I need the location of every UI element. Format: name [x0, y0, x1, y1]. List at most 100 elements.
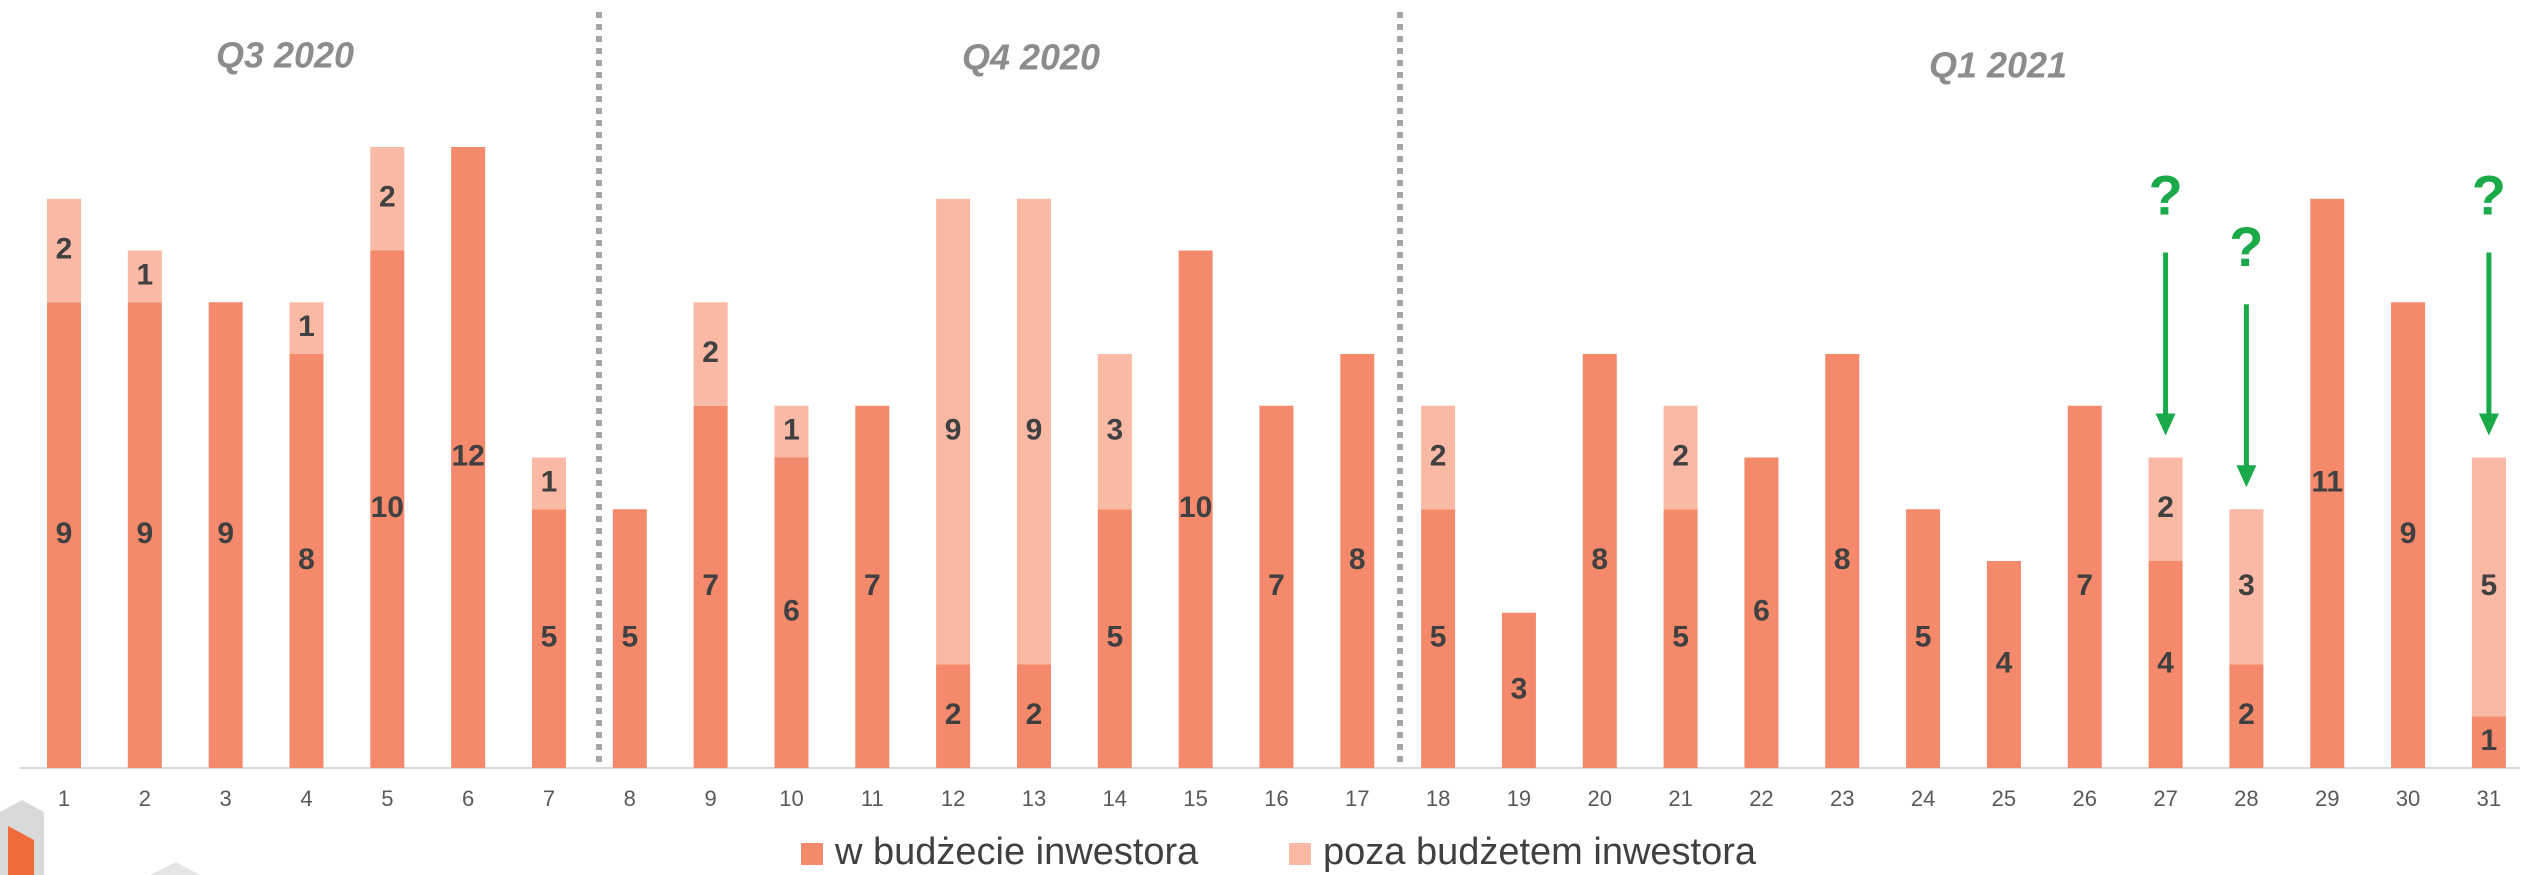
- quarter-label: Q1 2021: [1929, 45, 2067, 86]
- bar-segment: [693, 302, 728, 406]
- bar-segment: [370, 250, 405, 768]
- x-tick-label: 13: [1022, 786, 1046, 811]
- value-label: 2: [2238, 698, 2255, 731]
- bar-segment: [2391, 302, 2426, 768]
- bar-segment: [774, 405, 809, 458]
- value-label: 9: [217, 517, 234, 550]
- bar-segment: [2229, 509, 2264, 665]
- bar-segment: [451, 147, 486, 768]
- value-label: 7: [864, 569, 881, 602]
- value-label: 8: [1349, 543, 1366, 576]
- value-label: 2: [1430, 439, 1447, 472]
- x-tick-label: 20: [1588, 786, 1612, 811]
- x-tick-label: 29: [2315, 786, 2339, 811]
- value-label: 8: [298, 543, 315, 576]
- x-tick-label: 21: [1668, 786, 1692, 811]
- bar-segment: [2148, 561, 2183, 768]
- bar-segment: [1259, 405, 1294, 768]
- value-label: 9: [945, 414, 962, 447]
- x-tick-label: 18: [1426, 786, 1450, 811]
- bar-segment: [936, 198, 971, 665]
- bar-segment: [1663, 509, 1698, 768]
- bar-segment: [1582, 354, 1617, 768]
- x-tick-label: 2: [139, 786, 151, 811]
- bar-segment: [1421, 405, 1456, 510]
- x-tick-label: 6: [462, 786, 474, 811]
- bar-segment: [1825, 354, 1860, 768]
- annotation-arrowhead: [2155, 413, 2176, 436]
- value-label: 3: [1106, 414, 1123, 447]
- annotation-arrowhead: [2478, 413, 2499, 436]
- value-label: 6: [783, 595, 800, 628]
- bar-segment: [47, 198, 81, 303]
- x-tick-label: 14: [1103, 786, 1127, 811]
- bar-segment: [1097, 354, 1132, 510]
- value-label: 1: [783, 414, 800, 447]
- bar-segment: [1340, 354, 1375, 768]
- bar-segment: [370, 147, 405, 251]
- bar-segment: [1097, 509, 1132, 768]
- bar-segment: [1501, 612, 1536, 768]
- value-label: 2: [2157, 491, 2174, 524]
- value-label: 10: [371, 491, 404, 524]
- value-label: 7: [1268, 569, 1285, 602]
- x-tick-label: 19: [1507, 786, 1531, 811]
- bar-segment: [693, 405, 728, 768]
- value-label: 10: [1179, 491, 1212, 524]
- bar-segment: [612, 509, 647, 768]
- bar-segment: [2310, 198, 2345, 768]
- legend-swatch: [1289, 843, 1311, 865]
- bar-segment: [855, 405, 890, 768]
- x-tick-label: 17: [1345, 786, 1369, 811]
- value-label: 6: [1753, 595, 1770, 628]
- x-tick-label: 7: [543, 786, 555, 811]
- x-tick-label: 4: [300, 786, 312, 811]
- legend-label: w budżecie inwestora: [834, 831, 1199, 873]
- value-label: 1: [541, 465, 558, 498]
- value-label: 9: [1026, 414, 1043, 447]
- bar-segment: [208, 302, 243, 768]
- value-label: 1: [2481, 724, 2498, 757]
- x-tick-label: 31: [2477, 786, 2501, 811]
- bar-segment: [1016, 198, 1051, 665]
- bar-segment: [127, 250, 162, 303]
- value-label: 12: [451, 439, 484, 472]
- value-label: 5: [1915, 621, 1932, 654]
- legend-label: poza budżetem inwestora: [1323, 831, 1757, 873]
- x-tick-label: 28: [2234, 786, 2258, 811]
- bar-segment: [1016, 664, 1051, 768]
- value-label: 2: [1672, 439, 1689, 472]
- x-tick-label: 12: [941, 786, 965, 811]
- value-label: 3: [2238, 569, 2255, 602]
- x-tick-label: 22: [1749, 786, 1773, 811]
- x-tick-label: 8: [624, 786, 636, 811]
- x-tick-label: 3: [220, 786, 232, 811]
- bar-segment: [127, 302, 162, 768]
- bar-segment: [2067, 405, 2102, 768]
- value-label: 4: [1996, 646, 2013, 679]
- bar-segment: [2229, 664, 2264, 768]
- value-label: 5: [1430, 621, 1447, 654]
- bar-segment: [531, 457, 566, 510]
- bar-segment: [289, 302, 324, 354]
- annotation-text: ?: [2229, 215, 2263, 278]
- annotation-text: ?: [2148, 163, 2182, 226]
- bar-segment: [2471, 457, 2506, 717]
- bar-segment: [1744, 457, 1779, 768]
- bar-segment: [1663, 405, 1698, 510]
- x-tick-label: 23: [1830, 786, 1854, 811]
- value-label: 7: [702, 569, 719, 602]
- quarter-label: Q3 2020: [216, 35, 354, 76]
- logo: [0, 800, 200, 875]
- value-label: 2: [1026, 698, 1043, 731]
- bar-segment: [1421, 509, 1456, 768]
- bar-segment: [289, 354, 324, 768]
- value-label: 9: [2400, 517, 2417, 550]
- bar-segment: [2148, 457, 2183, 561]
- bar-segment: [2471, 716, 2506, 768]
- annotation-arrowhead: [2236, 465, 2257, 488]
- value-label: 2: [56, 232, 73, 265]
- value-label: 8: [1834, 543, 1851, 576]
- x-tick-label: 24: [1911, 786, 1935, 811]
